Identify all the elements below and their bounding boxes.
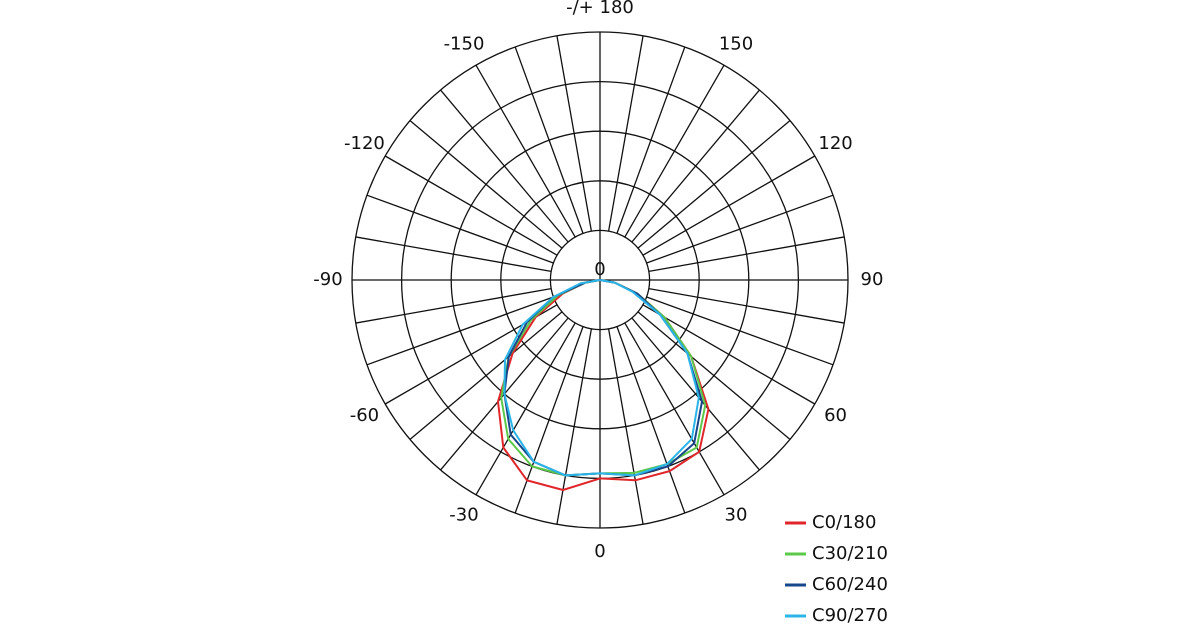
grid-spoke xyxy=(514,46,584,234)
grid-spoke xyxy=(616,46,686,234)
grid-spoke xyxy=(637,311,791,440)
grid-spoke xyxy=(607,328,644,525)
grid-spoke xyxy=(475,322,576,496)
grid-spoke xyxy=(642,155,816,256)
theta-tick-label: 150 xyxy=(719,33,753,54)
grid-spoke xyxy=(624,322,725,496)
grid-spoke xyxy=(366,296,554,366)
grid-spoke xyxy=(607,35,644,232)
theta-tick-label: 30 xyxy=(725,505,748,526)
theta-tick-label: 120 xyxy=(818,133,852,154)
grid-spoke xyxy=(384,155,558,256)
legend-label: C30/210 xyxy=(812,543,888,564)
grid-spoke xyxy=(631,317,760,471)
r-tick-label: 0 xyxy=(594,259,605,280)
theta-tick-label: 90 xyxy=(861,269,884,290)
grid-spoke xyxy=(648,287,845,324)
theta-tick-label: 60 xyxy=(824,405,847,426)
grid-spoke xyxy=(556,328,593,525)
theta-tick-label: -120 xyxy=(344,133,385,154)
theta-tick-label: -90 xyxy=(313,269,342,290)
grid-spoke xyxy=(646,194,834,264)
grid-spoke xyxy=(624,64,725,238)
grid-spoke xyxy=(355,287,552,324)
grid-spoke xyxy=(440,89,569,243)
theta-tick-label: -/+ 180 xyxy=(566,0,634,18)
theta-tick-label: -30 xyxy=(449,505,478,526)
legend-label: C0/180 xyxy=(812,512,876,533)
grid-spoke xyxy=(409,311,563,440)
grid-spoke xyxy=(556,35,593,232)
grid-spoke xyxy=(646,296,834,366)
theta-tick-label: -150 xyxy=(444,33,485,54)
grid-spoke xyxy=(514,326,584,514)
legend-label: C90/270 xyxy=(812,605,888,626)
legend-label: C60/240 xyxy=(812,574,888,595)
grid-spoke xyxy=(648,236,845,273)
series-line xyxy=(503,279,700,477)
grid-spoke xyxy=(409,120,563,249)
grid-spoke xyxy=(642,304,816,405)
grid-spoke xyxy=(616,326,686,514)
grid-spoke xyxy=(631,89,760,243)
theta-tick-label: 0 xyxy=(594,541,605,562)
grid-spoke xyxy=(637,120,791,249)
grid-spoke xyxy=(355,236,552,273)
grid-spoke xyxy=(475,64,576,238)
theta-tick-label: -60 xyxy=(350,405,379,426)
grid-spoke xyxy=(366,194,554,264)
